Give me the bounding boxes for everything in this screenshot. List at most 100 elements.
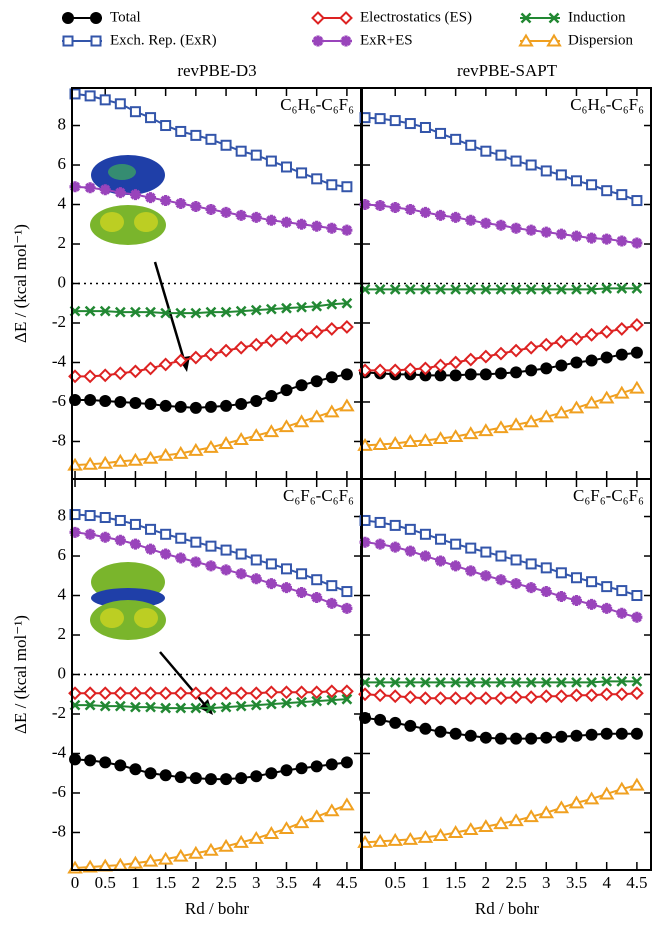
legend-label: Induction	[568, 9, 626, 25]
marker	[508, 813, 524, 827]
marker	[84, 528, 96, 540]
marker	[600, 351, 613, 364]
marker	[510, 732, 523, 745]
marker	[525, 284, 537, 295]
marker	[340, 35, 352, 47]
x-tick-label: 4	[312, 873, 321, 892]
marker	[311, 11, 325, 25]
marker	[114, 395, 127, 408]
y-tick-label: -2	[52, 703, 66, 722]
marker	[478, 349, 493, 364]
marker	[538, 805, 555, 819]
marker	[525, 558, 537, 570]
marker	[69, 394, 82, 407]
marker	[630, 727, 643, 740]
marker	[265, 214, 277, 226]
marker	[465, 139, 477, 151]
marker	[160, 195, 172, 207]
marker	[359, 514, 371, 526]
marker	[372, 436, 388, 450]
marker	[540, 562, 552, 574]
legend-label: ExR+ES	[360, 32, 413, 48]
marker	[158, 686, 173, 701]
marker	[570, 175, 582, 187]
marker	[539, 337, 554, 352]
marker	[265, 578, 277, 590]
marker	[555, 567, 567, 579]
marker	[548, 12, 560, 24]
marker	[601, 185, 613, 197]
marker	[540, 731, 553, 744]
x-tick-label: 0.5	[95, 873, 116, 892]
marker	[265, 558, 277, 570]
marker	[387, 832, 403, 846]
marker	[190, 307, 202, 319]
y-tick-label: -8	[52, 430, 66, 449]
marker	[374, 199, 386, 211]
marker	[175, 307, 187, 319]
marker	[465, 565, 477, 577]
marker	[280, 384, 293, 397]
y-tick-label: 8	[58, 505, 67, 524]
marker	[175, 552, 187, 564]
marker	[172, 848, 189, 862]
marker	[219, 343, 233, 358]
marker	[540, 226, 552, 238]
marker	[523, 414, 539, 428]
marker	[113, 686, 128, 701]
marker	[404, 677, 416, 688]
marker	[204, 347, 218, 362]
marker	[326, 222, 338, 234]
marker	[419, 722, 432, 735]
marker	[159, 769, 172, 782]
x-tick-label: 3.5	[276, 873, 297, 892]
marker	[263, 424, 280, 438]
marker	[417, 829, 434, 843]
marker	[220, 701, 232, 713]
marker	[294, 685, 309, 700]
marker	[234, 340, 249, 355]
marker	[341, 181, 353, 193]
marker	[402, 831, 419, 845]
marker	[250, 699, 262, 711]
marker	[432, 827, 449, 841]
marker	[599, 687, 614, 702]
marker	[555, 169, 567, 181]
x-tick-label: 0	[71, 873, 80, 892]
marker	[435, 677, 446, 688]
marker	[324, 404, 340, 418]
marker	[69, 88, 81, 100]
marker	[341, 586, 353, 598]
marker	[389, 115, 401, 127]
legend-label: Exch. Rep. (ExR)	[110, 32, 217, 48]
marker	[525, 677, 537, 688]
marker	[510, 677, 522, 688]
marker	[62, 35, 74, 47]
legend-label: Dispersion	[568, 32, 633, 48]
marker	[84, 182, 96, 194]
marker	[309, 685, 324, 700]
marker	[205, 702, 217, 714]
marker	[465, 677, 477, 688]
marker	[130, 306, 141, 318]
panel-title: revPBE-SAPT	[457, 61, 558, 80]
marker	[90, 12, 102, 24]
marker	[233, 432, 249, 446]
marker	[114, 514, 126, 526]
marker	[220, 773, 233, 786]
marker	[616, 189, 628, 201]
marker	[614, 687, 629, 702]
marker	[143, 361, 158, 376]
marker	[435, 555, 447, 567]
marker	[145, 543, 157, 555]
marker	[419, 206, 431, 218]
marker	[480, 217, 492, 229]
marker	[293, 815, 310, 829]
marker	[280, 764, 293, 777]
marker	[113, 366, 128, 381]
y-axis-label: ΔE / (kcal mol⁻¹)	[11, 224, 30, 343]
marker	[420, 677, 431, 688]
marker	[324, 803, 340, 817]
marker	[145, 192, 157, 204]
marker	[83, 686, 98, 701]
